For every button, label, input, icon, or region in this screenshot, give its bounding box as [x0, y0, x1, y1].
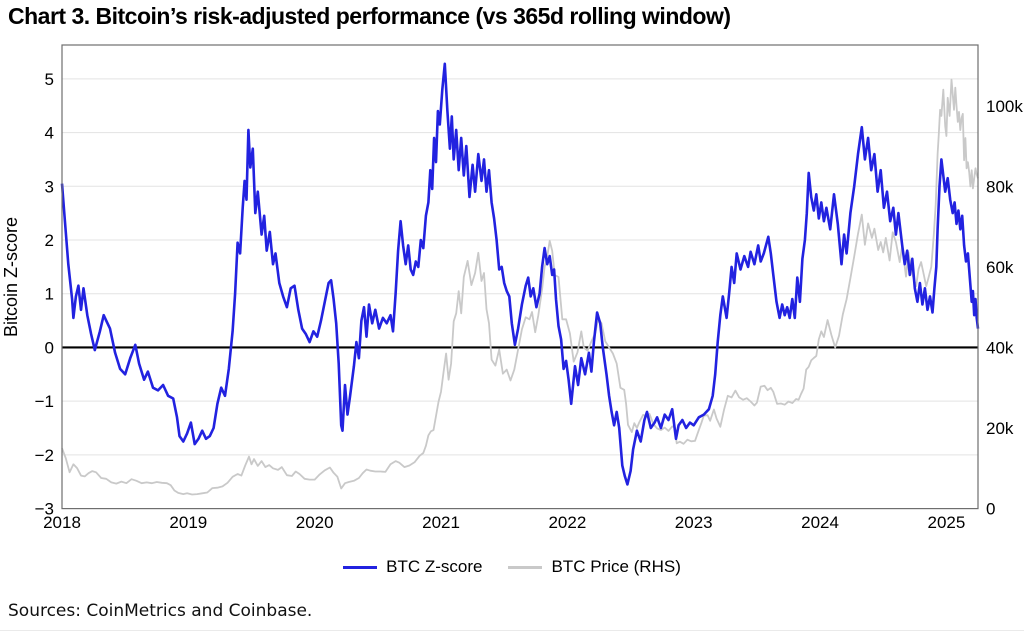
y-left-tick-label: 5: [45, 70, 54, 89]
y-left-tick-label: 3: [45, 177, 54, 196]
y-right-tick-label: 0: [986, 500, 995, 519]
y-left-tick-label: 0: [45, 338, 54, 357]
x-tick-label: 2022: [548, 513, 586, 532]
y-right-tick-label: 60k: [986, 258, 1014, 277]
chart-legend: BTC Z-score BTC Price (RHS): [0, 555, 1024, 579]
y-right-tick-label: 20k: [986, 419, 1014, 438]
x-tick-label: 2025: [927, 513, 965, 532]
y-right-tick-label: 80k: [986, 177, 1014, 196]
z-score-line-swatch: [343, 565, 378, 569]
x-tick-label: 2019: [169, 513, 207, 532]
y-left-tick-label: 2: [45, 231, 54, 250]
price-line-swatch: [508, 565, 543, 569]
y-left-tick-label: 4: [45, 124, 54, 143]
y-axis-right-tick-labels: 100k 80k 60k 40k 20k 0: [986, 97, 1023, 519]
x-tick-label: 2018: [43, 513, 81, 532]
x-tick-label: 2021: [422, 513, 460, 532]
source-note: Sources: CoinMetrics and Coinbase.: [8, 601, 313, 621]
plot-frame: [61, 44, 979, 510]
btc-price-line: [61, 78, 979, 496]
y-axis-left-tick-labels: 5 4 3 2 1 0 −1 −2 −3: [35, 70, 54, 519]
gridlines: [62, 78, 978, 456]
y-left-tick-label: −3: [35, 500, 54, 519]
y-left-tick-label: −1: [35, 392, 54, 411]
legend-item-btc-z-score: BTC Z-score: [343, 557, 482, 577]
btc-z-score-line: [60, 62, 980, 486]
x-tick-label: 2024: [801, 513, 839, 532]
x-axis-tick-labels: 2018 2019 2020 2021 2022 2023 2024 2025: [43, 513, 965, 532]
legend-label: BTC Price (RHS): [551, 557, 681, 576]
legend-label: BTC Z-score: [386, 557, 483, 576]
x-tick-label: 2020: [296, 513, 334, 532]
page-divider: [0, 630, 1024, 631]
y-left-tick-label: 1: [45, 285, 54, 304]
y-axis-title: Bitcoin Z-score: [1, 217, 21, 337]
y-right-tick-label: 40k: [986, 338, 1014, 357]
y-right-tick-label: 100k: [986, 97, 1023, 116]
legend-item-btc-price: BTC Price (RHS): [508, 557, 681, 577]
x-tick-label: 2023: [675, 513, 713, 532]
y-left-tick-label: −2: [35, 446, 54, 465]
chart-title: Chart 3. Bitcoin’s risk-adjusted perform…: [8, 3, 731, 29]
